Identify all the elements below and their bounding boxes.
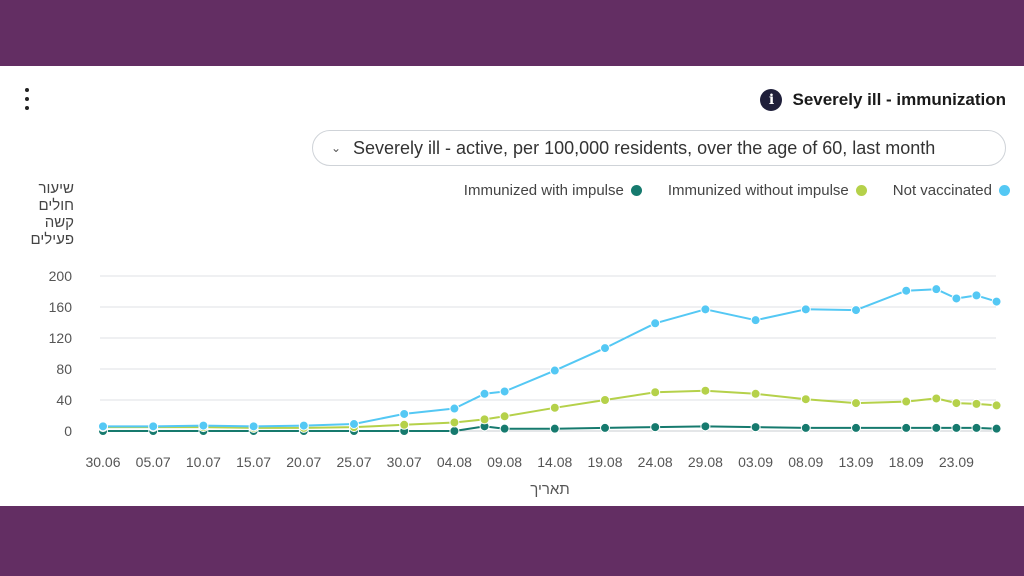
series-line [103,389,997,429]
data-point [951,293,962,304]
data-point [499,411,510,422]
data-point [991,296,1002,307]
y-tick-label: 120 [49,330,73,346]
x-tick-label: 08.09 [788,454,823,470]
data-point [298,420,309,431]
x-tick-label: 29.08 [688,454,723,470]
data-point [901,422,912,433]
data-point [901,285,912,296]
data-point [931,422,942,433]
series-line [103,288,997,428]
data-point [991,423,1002,434]
series-line [103,425,997,432]
y-tick-label: 0 [64,423,72,439]
data-point [148,421,159,432]
data-point [349,419,359,430]
legend-item-immunized-without-impulse[interactable]: Immunized without impulse [668,182,867,199]
x-tick-label: 09.08 [487,454,522,470]
data-point [951,422,962,433]
legend-label: Not vaccinated [892,181,992,199]
legend-dot-icon [855,184,867,196]
chart-title: Severely ill - immunization [792,90,1006,109]
y-axis-label: שיעור חולים קשה פעילים [30,180,75,248]
y-tick-label: 160 [49,299,73,315]
legend-dot-icon [999,184,1010,196]
data-point [931,284,942,295]
data-point [931,393,942,404]
data-point [750,315,761,326]
data-point [800,394,811,405]
data-point [971,398,982,409]
data-point [951,398,962,409]
x-tick-label: 23.09 [939,454,974,470]
data-point [449,403,460,414]
chart-legend: Immunized with impulse Immunized without… [464,180,1010,200]
data-point [248,421,259,432]
data-point [700,385,711,396]
data-point [971,290,982,301]
data-point [901,396,912,407]
x-tick-label: 20.07 [286,454,321,470]
chevron-down-icon: ⌄ [330,141,342,155]
x-tick-label: 05.07 [136,454,171,470]
data-point [98,421,108,432]
legend-label: Immunized without impulse [667,181,849,199]
data-point [700,304,711,315]
data-point [600,343,610,354]
data-point [198,420,209,431]
data-point [600,422,610,433]
data-point [851,305,861,316]
data-point [479,414,490,425]
x-tick-label: 18.09 [889,454,924,470]
data-point [800,422,811,433]
x-tick-label: 14.08 [537,454,572,470]
x-tick-label: 19.08 [587,454,622,470]
data-point [650,318,661,329]
x-tick-label: 15.07 [236,454,271,470]
data-point [499,423,510,434]
data-point [851,422,861,433]
data-point [449,426,460,436]
x-tick-label: 30.07 [387,454,422,470]
data-point [750,388,761,399]
x-tick-label: 13.09 [838,454,873,470]
more-options-icon[interactable] [20,88,34,110]
data-point [700,421,711,432]
data-point [650,422,661,433]
data-point [750,422,761,433]
legend-item-immunized-with-impulse[interactable]: Immunized with impulse [464,182,642,199]
data-point [449,417,460,428]
x-tick-label: 30.06 [85,454,120,470]
y-tick-label: 40 [56,392,72,408]
x-tick-label: 24.08 [638,454,673,470]
y-tick-label: 200 [49,268,73,284]
data-point [549,423,560,434]
x-tick-label: 10.07 [186,454,221,470]
data-point [399,408,410,419]
data-point [549,402,560,413]
dropdown-selected-value: Severely ill - active, per 100,000 resid… [353,137,936,158]
data-point [971,422,982,433]
info-icon[interactable]: i [760,89,783,111]
data-point [851,398,861,409]
data-point [800,304,811,315]
data-point [399,419,410,430]
data-point [600,395,610,405]
legend-dot-icon [630,184,642,196]
data-point [479,388,490,399]
x-tick-label: 04.08 [437,454,472,470]
data-point [991,400,1002,411]
data-point [499,386,510,397]
legend-item-not-vaccinated[interactable]: Not vaccinated [893,182,1010,199]
data-point [549,365,560,376]
metric-dropdown[interactable]: ⌄ Severely ill - active, per 100,000 res… [312,130,1006,166]
x-tick-label: 03.09 [738,454,773,470]
data-point [650,387,661,398]
y-tick-label: 80 [56,361,72,377]
x-axis-label: תאריך [530,481,570,498]
chart-header: i Severely ill - immunization [760,88,1006,112]
x-tick-label: 25.07 [336,454,371,470]
legend-label: Immunized with impulse [463,181,624,199]
